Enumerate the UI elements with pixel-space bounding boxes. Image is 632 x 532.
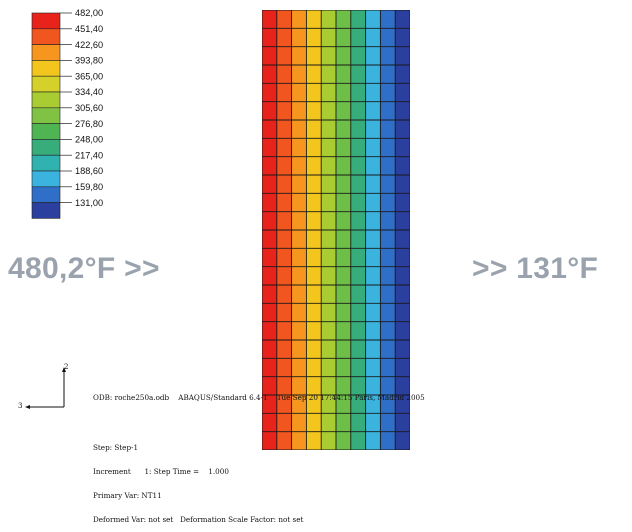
temperature-legend: 482,00 451,40 422,60 393,80 365,00 334,40 305,… (31, 8, 103, 219)
legend-ticks (60, 12, 72, 203)
mesh-grid-lines (262, 10, 410, 450)
legend-swatch (31, 202, 61, 219)
left-temperature-label: 480,2°F >> (8, 252, 160, 285)
legend-swatch (31, 154, 61, 172)
axis-label-3: 3 (18, 402, 23, 410)
legend-swatch (31, 44, 61, 61)
legend-value: 422,60 (75, 40, 103, 50)
right-temperature-label: >> 131°F (472, 252, 599, 285)
solver-info-block: ODB: roche250a.odb ABAQUS/Standard 6.4-1… (93, 378, 425, 532)
info-odb-line: ODB: roche250a.odb ABAQUS/Standard 6.4-1… (93, 393, 425, 402)
legend-value: 248,00 (75, 135, 103, 145)
legend-swatches (31, 12, 61, 219)
legend-value: 393,80 (75, 56, 103, 66)
legend-value: 131,00 (75, 198, 103, 208)
legend-value: 365,00 (75, 71, 103, 81)
mesh-contour-plot (262, 10, 410, 450)
legend-value: 334,40 (75, 87, 103, 97)
legend-value: 276,80 (75, 119, 103, 129)
legend-value: 217,40 (75, 150, 103, 160)
legend-swatch (31, 186, 61, 203)
legend-swatch (31, 107, 61, 124)
legend-swatch (31, 139, 61, 156)
legend-value: 188,60 (75, 166, 103, 176)
legend-swatch (31, 28, 61, 45)
legend-value: 305,60 (75, 103, 103, 113)
legend-swatch (31, 60, 61, 77)
legend-value: 159,80 (75, 182, 103, 192)
legend-values: 482,00 451,40 422,60 393,80 365,00 334,40 305,… (75, 8, 103, 208)
legend-value: 482,00 (75, 8, 103, 18)
info-primary-var-line: Primary Var: NT11 (93, 491, 162, 500)
legend-swatch (31, 170, 61, 188)
legend-swatch (31, 91, 61, 109)
coordinate-triad-icon (25, 367, 66, 409)
info-deformed-var-line: Deformed Var: not set Deformation Scale … (93, 515, 304, 524)
info-increment-line: Increment 1: Step Time = 1.000 (93, 467, 229, 476)
legend-swatch (31, 75, 61, 93)
legend-swatch (31, 12, 61, 30)
legend-swatch (31, 123, 61, 140)
axis-label-2: 2 (64, 363, 69, 371)
legend-value: 451,40 (75, 24, 103, 34)
info-step-line: Step: Step-1 (93, 443, 139, 452)
